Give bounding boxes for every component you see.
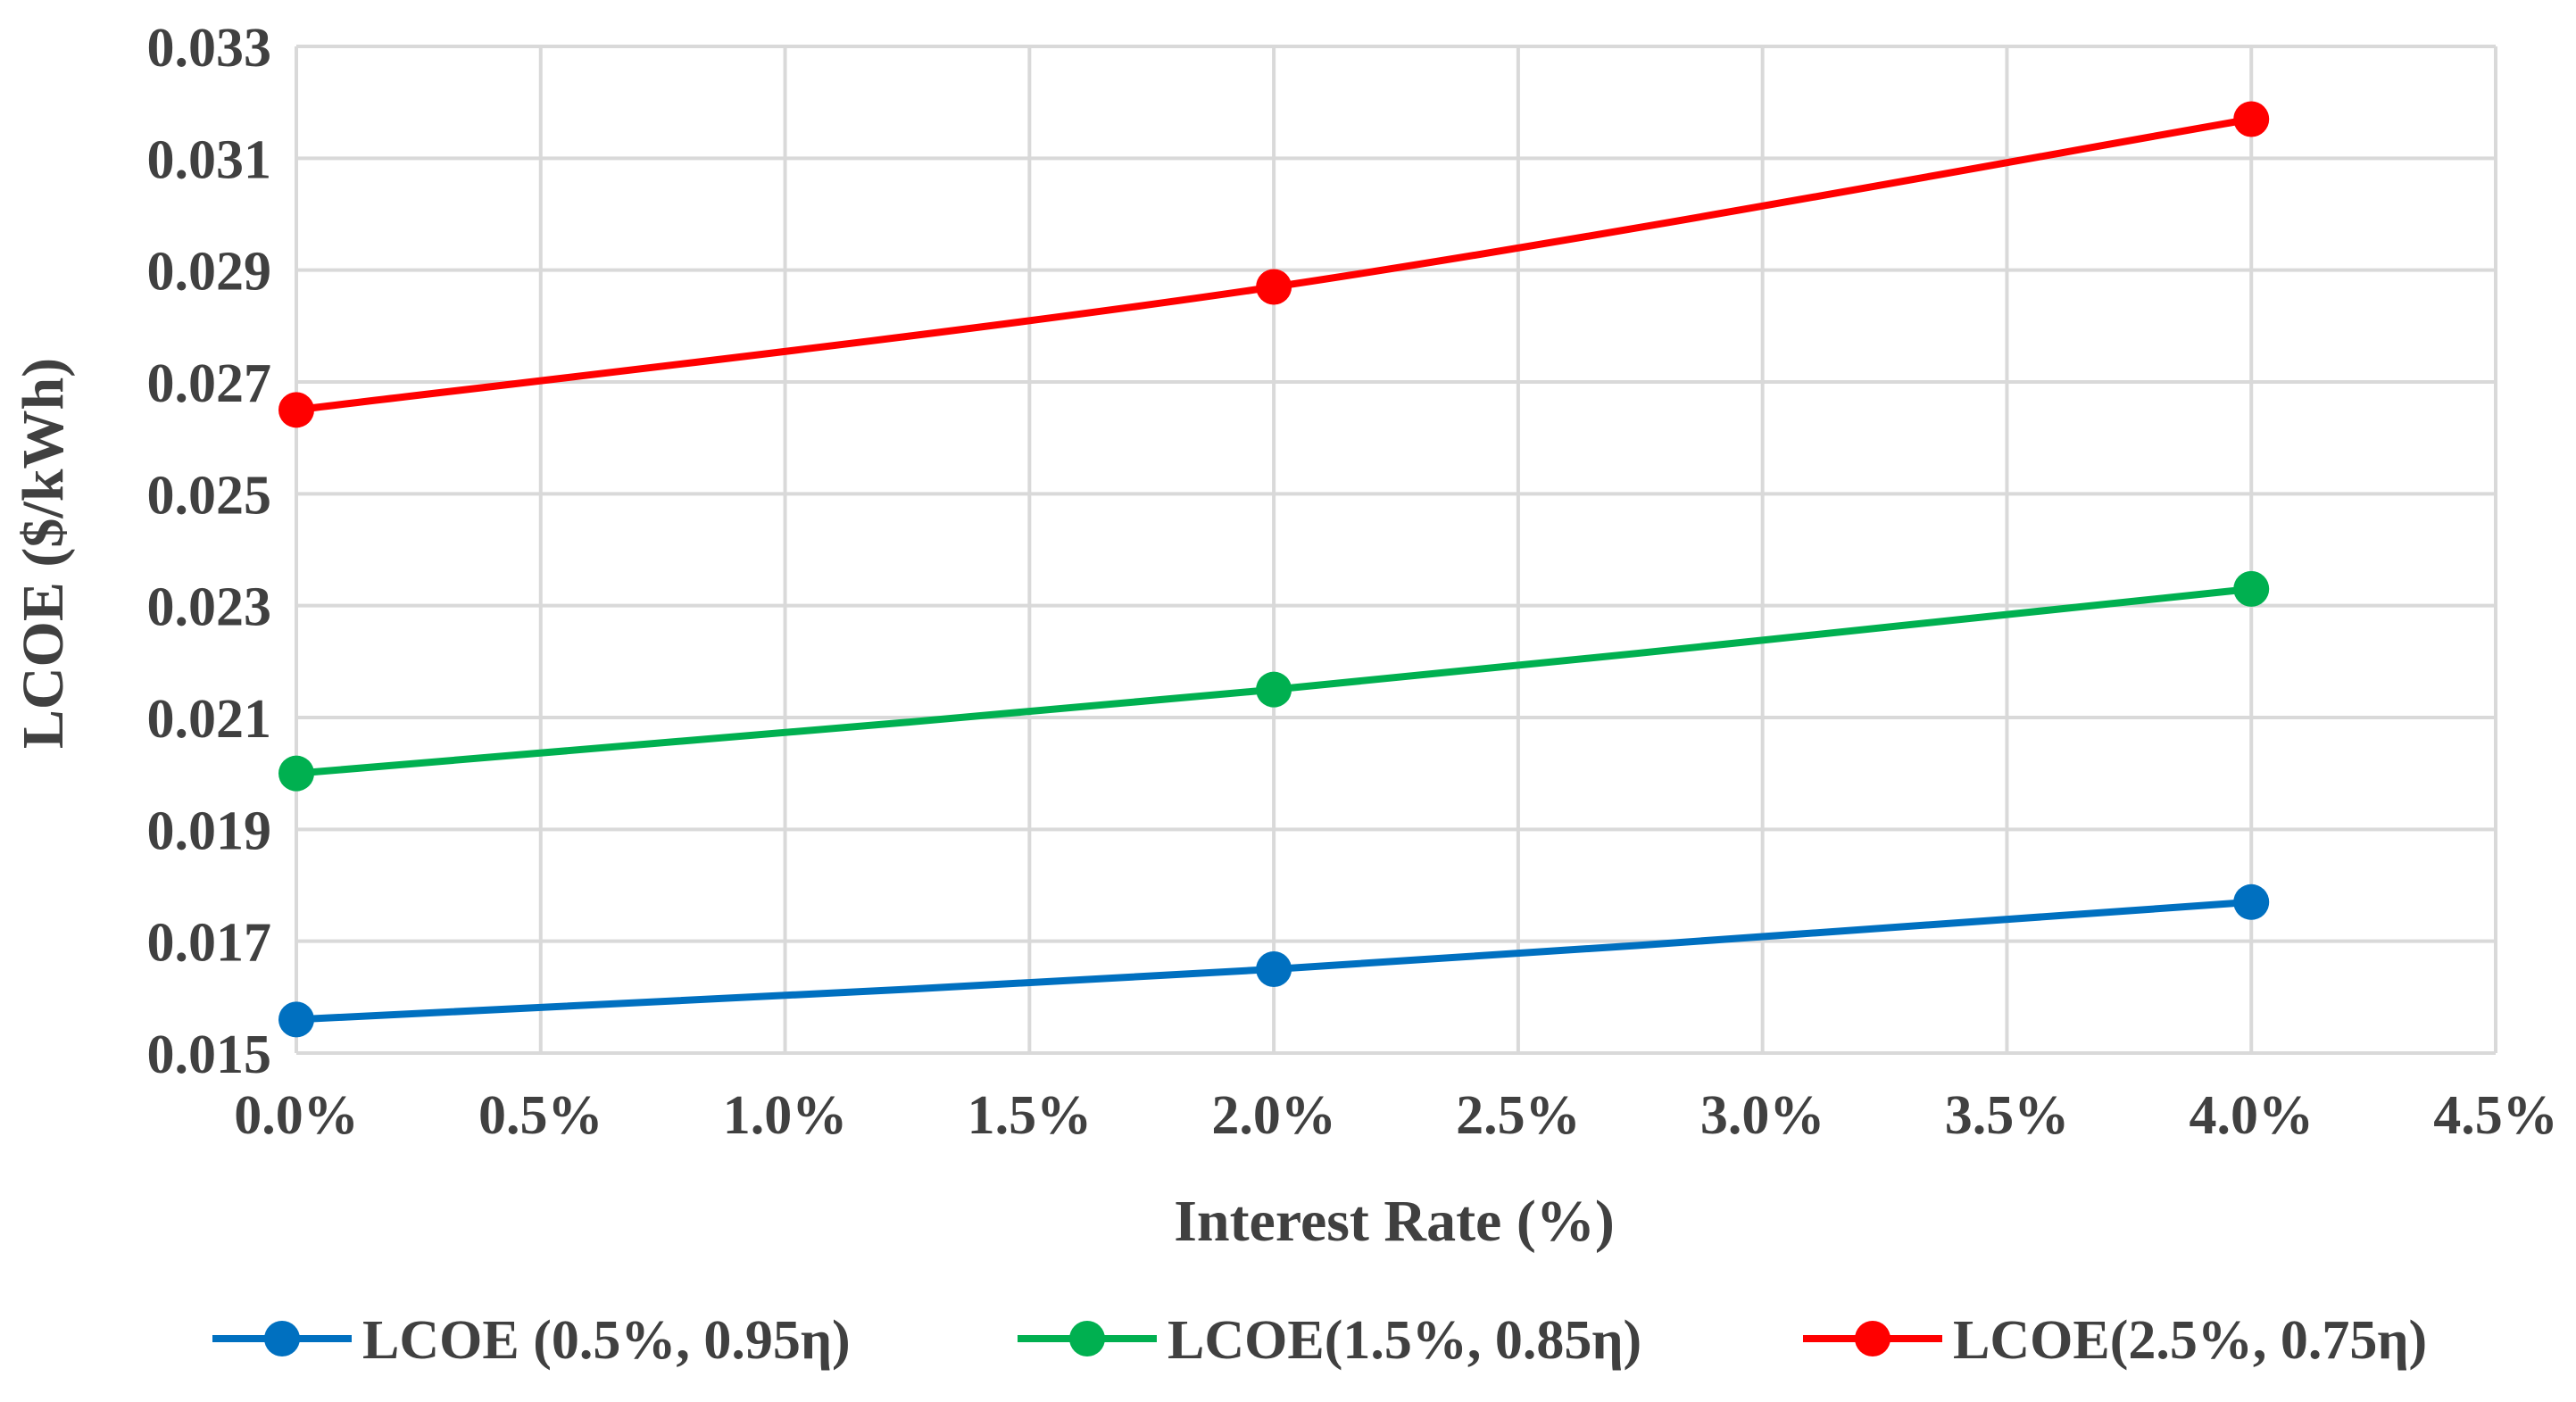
data-point — [2233, 101, 2270, 137]
y-tick-label: 0.015 — [147, 1025, 272, 1085]
x-tick-label: 2.5% — [1456, 1085, 1581, 1146]
legend-item: LCOE (0.5%, 0.95η) — [212, 1310, 851, 1371]
y-tick-label: 0.031 — [147, 129, 272, 190]
y-tick-label: 0.021 — [147, 689, 272, 750]
y-tick-label: 0.017 — [147, 913, 272, 974]
data-points — [278, 101, 2270, 1038]
x-tick-label: 4.0% — [2189, 1085, 2314, 1146]
data-point — [2233, 570, 2270, 607]
x-tick-label: 3.5% — [1945, 1085, 2070, 1146]
legend-label: LCOE(2.5%, 0.75η) — [1953, 1310, 2427, 1371]
legend-label: LCOE (0.5%, 0.95η) — [362, 1310, 851, 1371]
data-point — [2233, 884, 2270, 920]
x-axis-label: Interest Rate (%) — [1174, 1189, 1615, 1254]
x-tick-label: 4.5% — [2433, 1085, 2558, 1146]
legend-marker — [264, 1321, 300, 1356]
x-tick-label: 0.5% — [478, 1085, 603, 1146]
x-tick-label: 0.0% — [234, 1085, 359, 1146]
legend-marker — [1069, 1321, 1105, 1356]
x-tick-label: 1.0% — [723, 1085, 848, 1146]
legend-item: LCOE(1.5%, 0.85η) — [1018, 1310, 1641, 1371]
y-tick-label: 0.019 — [147, 801, 272, 861]
y-tick-label: 0.033 — [147, 18, 272, 79]
x-axis-ticks: 0.0% 0.5% 1.0% 1.5% 2.0% 2.5% 3.0% 3.5% 4.0% 4.5% — [234, 1085, 2558, 1146]
x-tick-label: 2.0% — [1211, 1085, 1336, 1146]
x-tick-label: 1.5% — [968, 1085, 1093, 1146]
y-axis-ticks: 0.015 0.017 0.019 0.021 0.023 0.025 0.027 0.029… — [147, 18, 272, 1085]
y-tick-label: 0.027 — [147, 353, 272, 414]
data-point — [278, 1001, 314, 1038]
y-tick-label: 0.025 — [147, 465, 272, 526]
data-point — [278, 755, 314, 792]
x-tick-label: 3.0% — [1700, 1085, 1825, 1146]
legend: LCOE (0.5%, 0.95η) LCOE(1.5%, 0.85η) LCOE(… — [212, 1310, 2427, 1371]
data-point — [278, 392, 314, 428]
y-tick-label: 0.023 — [147, 577, 272, 638]
gridlines — [295, 45, 2497, 1055]
legend-marker — [1855, 1321, 1890, 1356]
y-tick-label: 0.029 — [147, 242, 272, 303]
data-point — [1256, 951, 1292, 987]
data-point — [1256, 671, 1292, 708]
legend-item: LCOE(2.5%, 0.75η) — [1803, 1310, 2427, 1371]
legend-label: LCOE(1.5%, 0.85η) — [1168, 1310, 1641, 1371]
data-point — [1256, 269, 1292, 305]
y-axis-label: LCOE ($/kWh) — [11, 358, 76, 749]
